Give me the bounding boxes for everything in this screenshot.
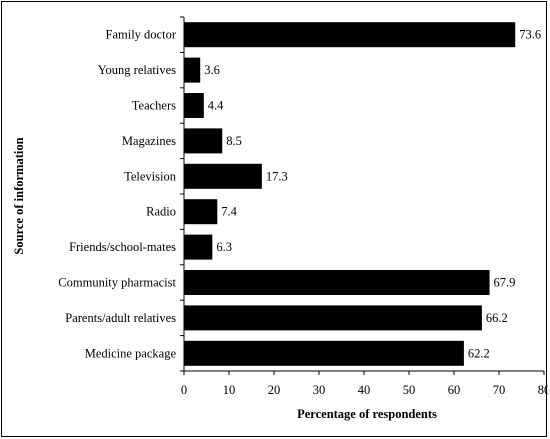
x-tick-label: 60 <box>448 383 461 397</box>
category-labels: Family doctor Young relatives Teachers Maga… <box>58 28 177 361</box>
category-label: Young relatives <box>98 63 176 77</box>
x-tick-label: 0 <box>181 383 187 397</box>
category-label: Friends/school-mates <box>69 240 176 254</box>
x-tick-label: 20 <box>268 383 281 397</box>
bar <box>184 199 218 225</box>
bar <box>184 93 204 118</box>
x-tick-label: 10 <box>223 383 236 397</box>
category-label: Radio <box>146 205 176 219</box>
value-label: 6.3 <box>216 240 232 254</box>
value-label: 62.2 <box>468 346 490 360</box>
value-label: 66.2 <box>486 311 508 325</box>
bar <box>184 57 201 83</box>
category-label: Medicine package <box>85 346 177 360</box>
value-label: 73.6 <box>519 28 541 42</box>
bar <box>184 305 482 331</box>
bar <box>184 128 223 154</box>
value-label: 17.3 <box>266 169 288 183</box>
x-tick-label: 80 <box>538 383 548 397</box>
category-label: Community pharmacist <box>58 276 176 290</box>
value-labels: 73.6 3.6 4.4 8.5 17.3 7.4 6.3 67.9 66.2 62.2 <box>204 28 541 361</box>
x-axis-title: Percentage of respondents <box>297 407 437 421</box>
bar <box>184 163 262 189</box>
bar <box>184 22 516 48</box>
y-axis-title: Source of information <box>12 137 26 254</box>
category-label: Parents/adult relatives <box>65 311 176 325</box>
category-label: Teachers <box>132 99 176 113</box>
category-label: Family doctor <box>106 28 177 42</box>
x-tick-label: 30 <box>313 383 326 397</box>
value-label: 4.4 <box>208 99 224 113</box>
category-label: Magazines <box>122 134 176 148</box>
x-tick-label: 70 <box>493 383 506 397</box>
x-tick-label: 50 <box>403 383 416 397</box>
value-label: 3.6 <box>204 63 220 77</box>
x-tick-label: 40 <box>358 383 371 397</box>
bar <box>184 234 213 260</box>
value-label: 67.9 <box>494 276 516 290</box>
value-label: 8.5 <box>226 134 242 148</box>
bars <box>184 22 516 366</box>
value-label: 7.4 <box>221 205 237 219</box>
x-ticks: 0 10 20 30 40 50 60 70 80 <box>181 371 548 397</box>
category-label: Television <box>124 169 177 183</box>
bar <box>184 340 464 366</box>
bar <box>184 270 490 295</box>
